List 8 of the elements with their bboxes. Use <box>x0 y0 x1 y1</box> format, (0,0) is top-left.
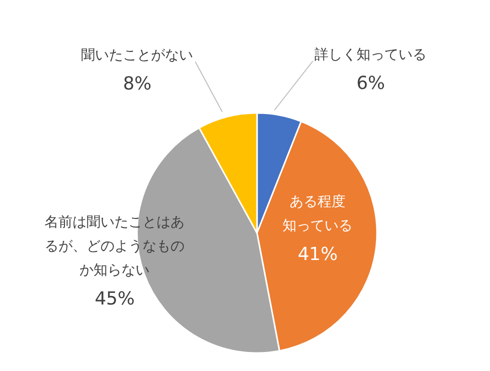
data-label: 8% <box>122 74 152 95</box>
data-label: 41% <box>298 244 338 266</box>
data-label: 6% <box>356 73 386 94</box>
slice-label: 名前は聞いたことはあるが、どのようなものか知らない <box>44 214 185 279</box>
slice-label: 詳しく知っている <box>314 47 427 64</box>
slice-label: ある程度知っている <box>282 194 353 234</box>
slice-label: 聞いたことがない <box>81 48 194 64</box>
data-label: 45% <box>94 288 135 310</box>
